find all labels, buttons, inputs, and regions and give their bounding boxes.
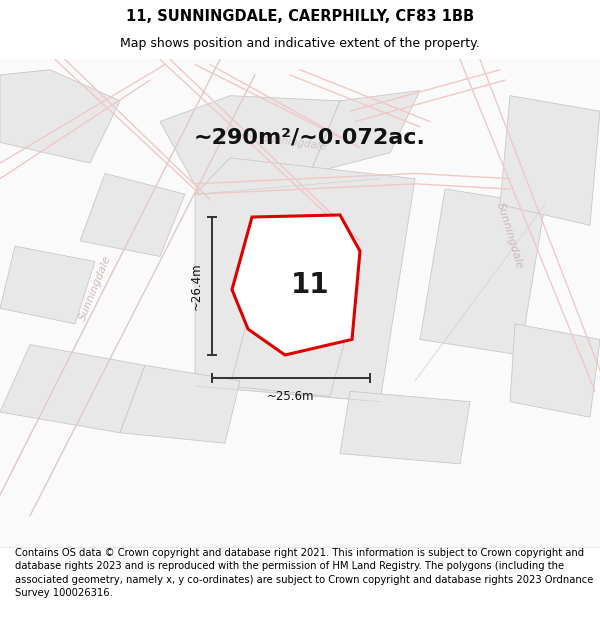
Polygon shape <box>80 174 185 256</box>
Polygon shape <box>0 246 95 324</box>
Text: Map shows position and indicative extent of the property.: Map shows position and indicative extent… <box>120 37 480 50</box>
Polygon shape <box>0 344 145 432</box>
Text: 11, SUNNINGDALE, CAERPHILLY, CF83 1BB: 11, SUNNINGDALE, CAERPHILLY, CF83 1BB <box>126 9 474 24</box>
Polygon shape <box>310 91 420 174</box>
Polygon shape <box>0 70 120 163</box>
Text: ~25.6m: ~25.6m <box>267 390 315 403</box>
Polygon shape <box>195 158 415 402</box>
Text: ~26.4m: ~26.4m <box>190 262 203 310</box>
Text: Sunningdale: Sunningdale <box>77 254 113 322</box>
Polygon shape <box>160 96 340 194</box>
Text: Sunningdale: Sunningdale <box>262 133 328 152</box>
Polygon shape <box>340 391 470 464</box>
Polygon shape <box>500 96 600 226</box>
Text: ~290m²/~0.072ac.: ~290m²/~0.072ac. <box>194 127 426 147</box>
Polygon shape <box>420 189 545 355</box>
Text: 11: 11 <box>292 271 330 299</box>
Polygon shape <box>230 272 360 396</box>
Polygon shape <box>232 215 360 355</box>
Polygon shape <box>510 324 600 418</box>
Text: Contains OS data © Crown copyright and database right 2021. This information is : Contains OS data © Crown copyright and d… <box>15 548 593 598</box>
Text: Sunningdale: Sunningdale <box>495 201 525 271</box>
Polygon shape <box>120 366 240 443</box>
